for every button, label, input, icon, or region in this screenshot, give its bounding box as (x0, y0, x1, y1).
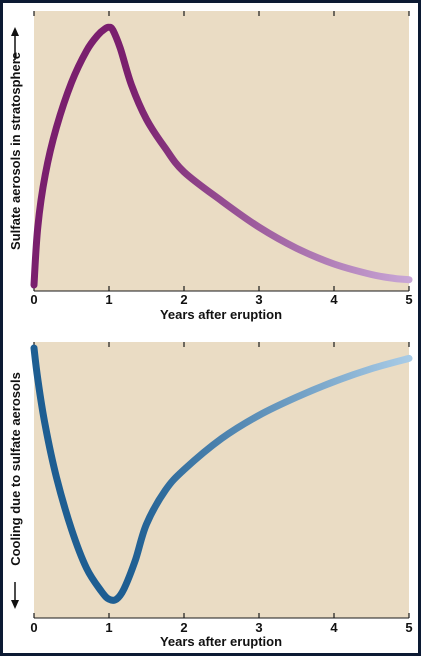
y-axis-label-text: Sulfate aerosols in stratosphere (8, 52, 23, 250)
x-axis-label: Years after eruption (160, 307, 282, 322)
down-arrow-icon (11, 600, 19, 609)
x-tick-label: 4 (330, 292, 338, 307)
x-tick-label: 2 (180, 620, 187, 635)
y-axis-label: Sulfate aerosols in stratosphere (8, 27, 23, 250)
x-axis-ticks (33, 11, 410, 292)
x-tick-label: 0 (30, 292, 37, 307)
x-tick-label: 3 (255, 620, 262, 635)
x-tick-label: 5 (405, 292, 412, 307)
x-tick-label: 0 (30, 620, 37, 635)
plot-area (34, 342, 409, 618)
sulfate-aerosols-line (30, 23, 413, 289)
x-tick-label: 1 (105, 620, 112, 635)
cooling-chart: 0 1 2 3 4 5 Years after eruption Cooling due … (8, 342, 413, 649)
cooling-line (30, 344, 413, 604)
y-axis-label: Cooling due to sulfate aerosols (8, 372, 23, 609)
plot-area (34, 11, 409, 291)
x-tick-label: 1 (105, 292, 112, 307)
x-axis-label: Years after eruption (160, 634, 282, 649)
x-tick-label: 5 (405, 620, 412, 635)
x-tick-label: 2 (180, 292, 187, 307)
x-axis-ticks (33, 342, 410, 619)
x-tick-labels: 0 1 2 3 4 5 (30, 292, 412, 307)
x-tick-labels: 0 1 2 3 4 5 (30, 620, 412, 635)
x-tick-label: 3 (255, 292, 262, 307)
sulfate-aerosols-chart: 0 1 2 3 4 5 Years after eruption Sulfate aero… (8, 11, 413, 322)
up-arrow-icon (11, 27, 19, 36)
y-axis-label-text: Cooling due to sulfate aerosols (8, 372, 23, 566)
x-tick-label: 4 (330, 620, 338, 635)
